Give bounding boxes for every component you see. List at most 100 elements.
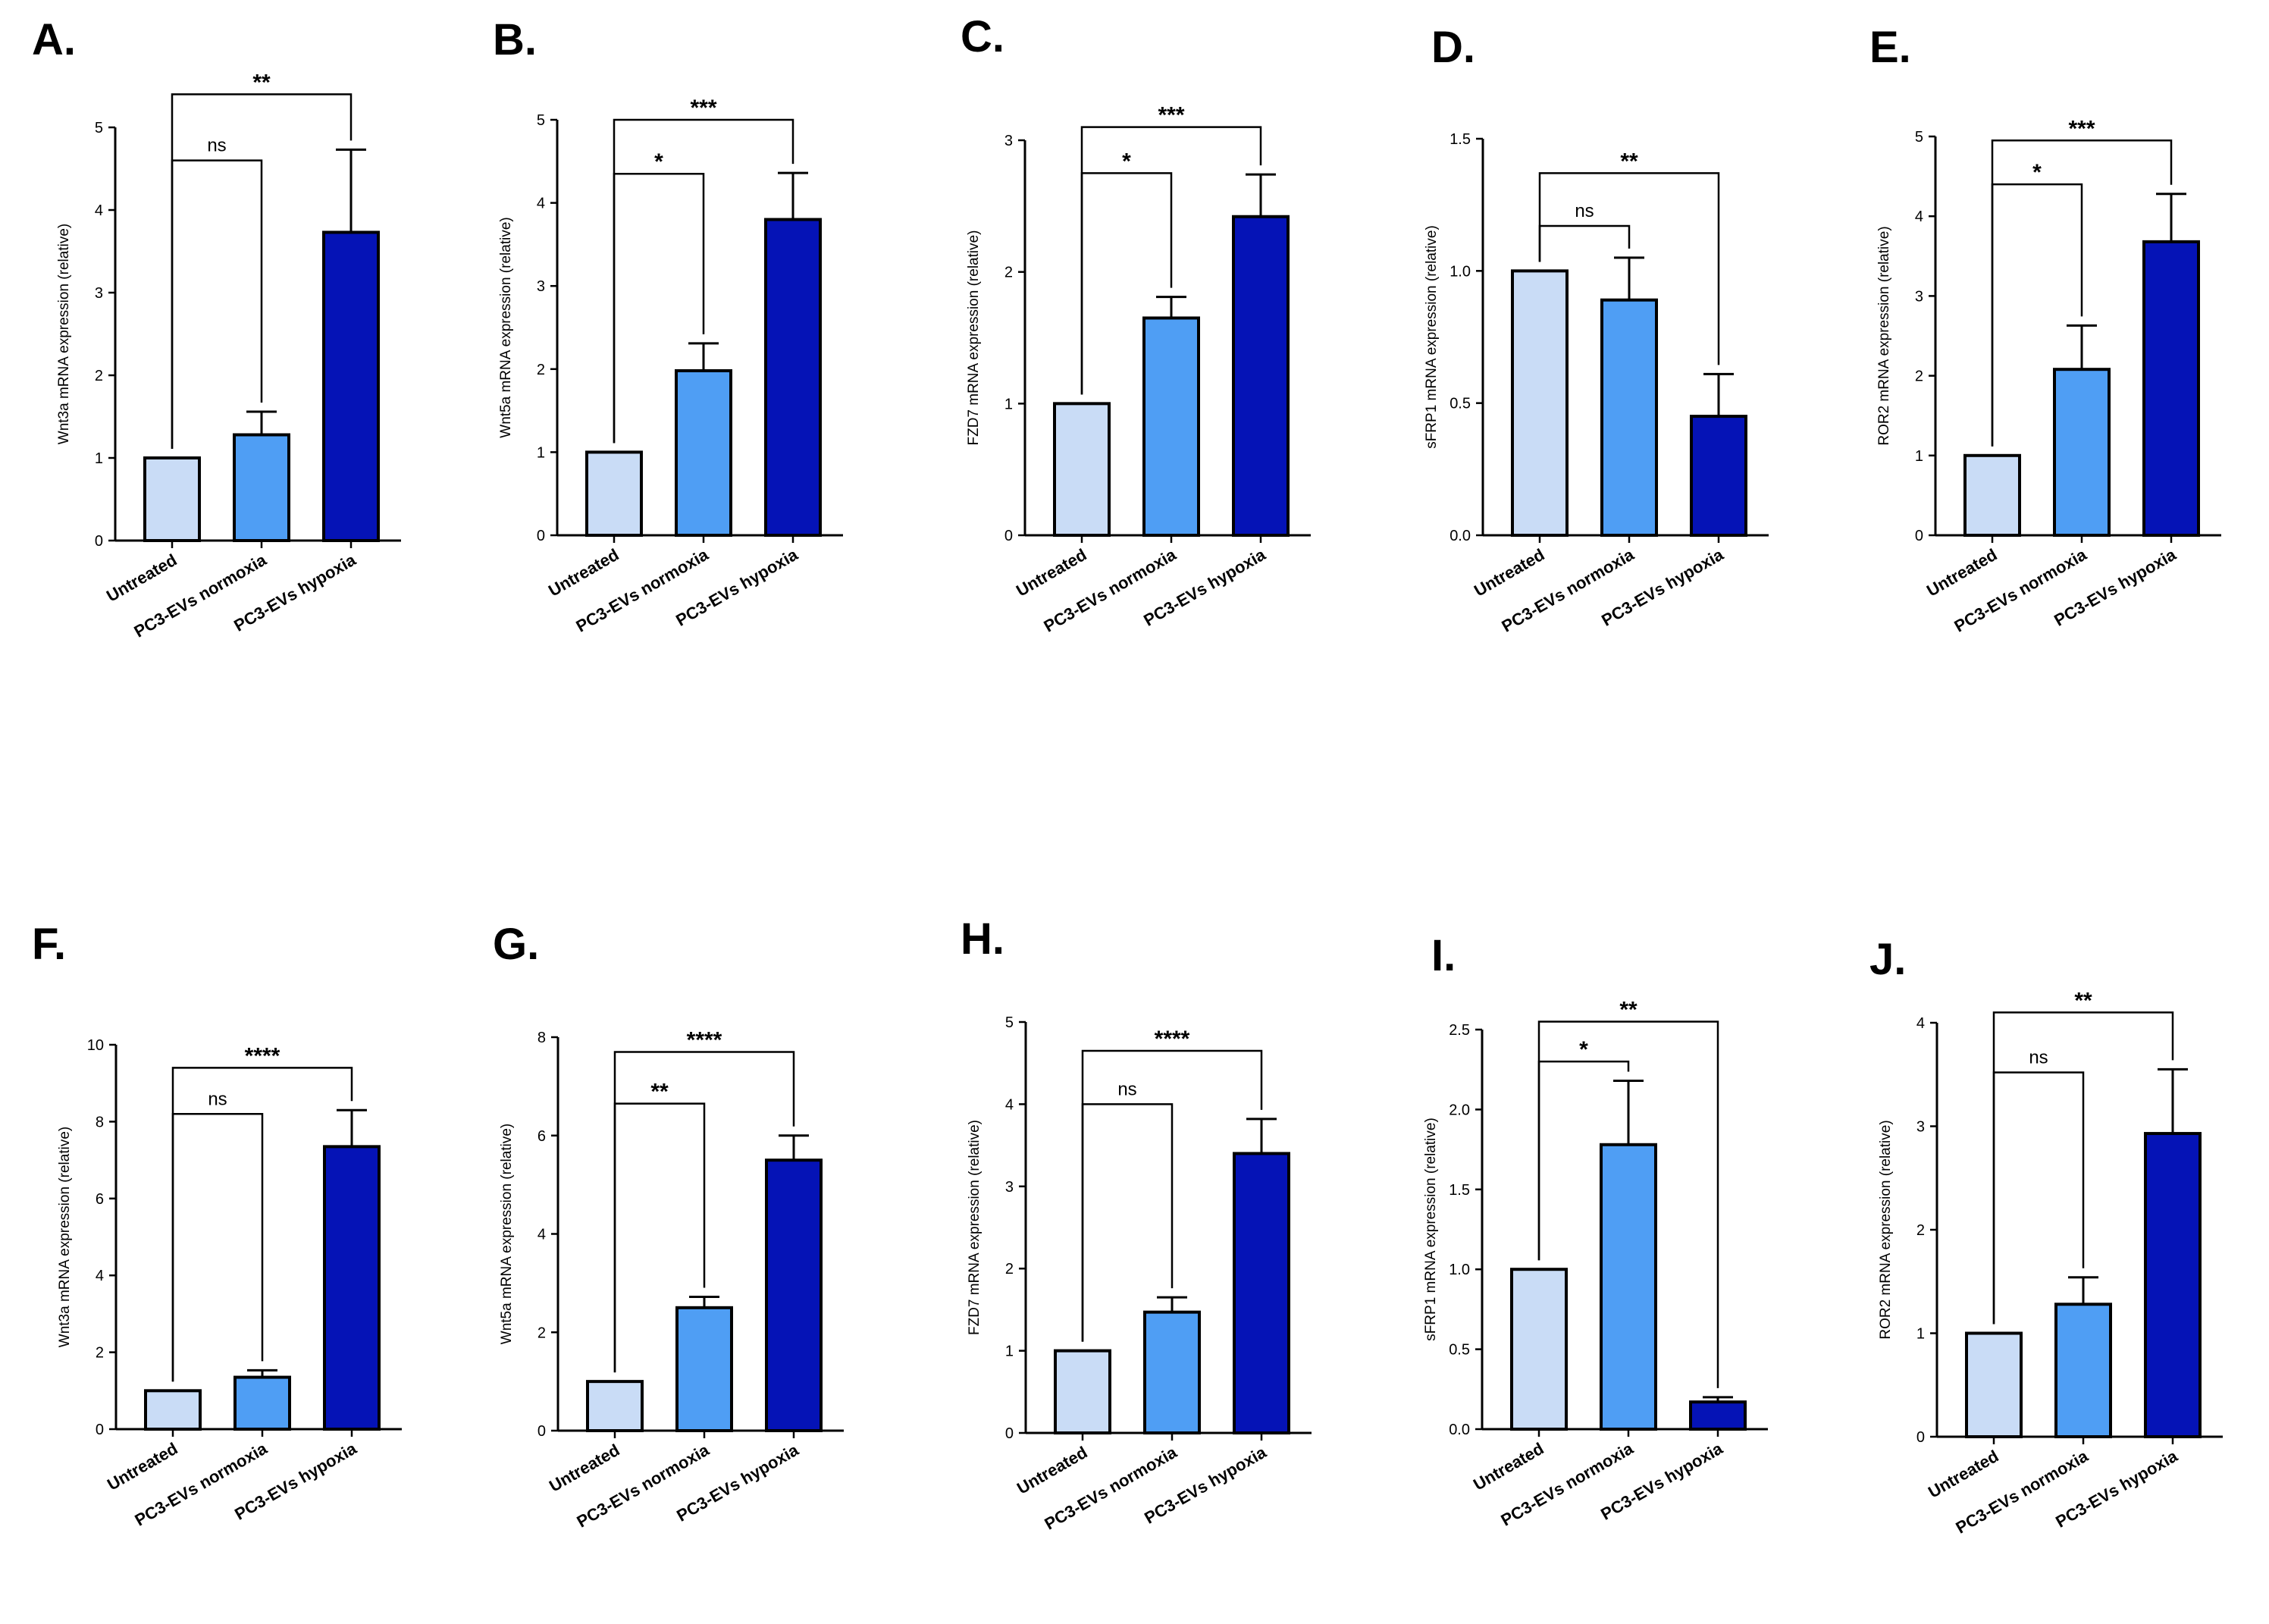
y-tick-label: 1 [95, 450, 103, 467]
y-tick-label: 0 [96, 1422, 104, 1438]
y-tick-label: 10 [87, 1037, 104, 1054]
y-tick-label: 4 [1915, 208, 1923, 225]
x-tick-label: Untreated [104, 1439, 180, 1494]
x-tick-label: Untreated [1471, 545, 1547, 600]
y-axis-title: ROR2 mRNA expression (relative) [1876, 226, 1892, 445]
panel-letter: I. [1431, 931, 1456, 980]
y-tick-label: 5 [95, 120, 103, 136]
significance-label: **** [687, 1027, 722, 1052]
significance-label: ns [1575, 201, 1594, 221]
bar-untreated [143, 456, 201, 542]
panel-letter: B. [493, 15, 537, 64]
y-tick-label: 0.5 [1449, 1342, 1470, 1359]
y-tick-label: 8 [537, 1030, 546, 1046]
significance-label: * [654, 149, 663, 174]
significance-label: ** [1619, 997, 1638, 1022]
y-tick-label: 6 [537, 1128, 546, 1145]
bar-pc3-evs-hypoxia [764, 218, 822, 537]
y-tick-label: 0 [95, 533, 103, 550]
y-tick-label: 1 [1004, 396, 1013, 412]
bar-untreated [1511, 269, 1569, 537]
bar-pc3-evs-hypoxia [322, 230, 380, 542]
y-tick-label: 4 [537, 1227, 546, 1243]
bar-pc3-evs-hypoxia [2144, 1132, 2202, 1439]
chart-panel-e: E. 0 1 2 3 4 5 ROR2 mRNA expression (relative) U… [1869, 23, 2221, 636]
bar-untreated [1510, 1268, 1568, 1431]
y-tick-label: 1.0 [1449, 263, 1471, 280]
y-tick-label: 2 [1005, 1261, 1014, 1278]
x-tick-label: Untreated [1925, 1447, 2001, 1502]
significance-label: * [2032, 160, 2042, 185]
significance-label: **** [245, 1043, 280, 1068]
y-tick-label: 4 [95, 202, 103, 219]
y-tick-label: 0 [1915, 528, 1923, 544]
panel-letter: H. [961, 914, 1004, 964]
y-tick-label: 6 [96, 1191, 104, 1208]
y-tick-label: 2 [1004, 265, 1013, 281]
y-tick-label: 2 [1915, 368, 1923, 385]
significance-label: *** [1158, 103, 1184, 128]
significance-label: ** [650, 1080, 669, 1105]
y-tick-label: 4 [537, 196, 545, 212]
panel-letter: D. [1431, 23, 1475, 72]
significance-label: ns [1117, 1079, 1136, 1099]
significance-label: ns [208, 1089, 227, 1109]
bar-untreated [1965, 1331, 2023, 1438]
significance-bracket [1538, 172, 1720, 365]
bar-pc3-evs-hypoxia [1233, 1152, 1290, 1434]
panel-letter: A. [32, 15, 76, 64]
y-tick-label: 2 [537, 1325, 546, 1341]
significance-bracket [1080, 126, 1262, 395]
bar-pc3-evs-hypoxia [323, 1145, 381, 1431]
y-tick-label: 2 [96, 1345, 104, 1362]
y-tick-label: 2 [95, 368, 103, 384]
y-tick-label: 3 [95, 285, 103, 302]
significance-label: ns [2029, 1048, 2048, 1068]
bar-pc3-evs-normoxia [675, 1306, 733, 1432]
bar-pc3-evs-normoxia [675, 368, 732, 537]
y-axis-title: ROR2 mRNA expression (relative) [1878, 1120, 1894, 1339]
bar-pc3-evs-hypoxia [1690, 415, 1747, 537]
bar-untreated [1053, 402, 1111, 537]
y-tick-label: 3 [1005, 1179, 1014, 1196]
panel-letter: F. [32, 920, 66, 969]
y-axis-title: Wnt5a mRNA expression (relative) [498, 217, 514, 437]
chart-panel-h: H. 0 1 2 3 4 5 FZD7 mRNA expression (relative) U… [961, 914, 1312, 1534]
y-tick-label: 3 [1004, 133, 1013, 149]
y-tick-label: 0.5 [1449, 396, 1471, 412]
y-tick-label: 4 [1005, 1096, 1014, 1113]
significance-bracket [1992, 1011, 2174, 1325]
significance-bracket [613, 1051, 795, 1373]
y-tick-label: 0 [537, 528, 545, 544]
y-tick-label: 2 [1916, 1222, 1925, 1239]
y-tick-label: 8 [96, 1114, 104, 1130]
x-tick-label: Untreated [1470, 1439, 1547, 1494]
y-tick-label: 5 [1005, 1014, 1014, 1031]
bar-pc3-evs-hypoxia [2142, 240, 2200, 537]
significance-bracket [1991, 140, 2173, 447]
y-tick-label: 0 [1004, 528, 1013, 544]
bar-untreated [585, 450, 643, 538]
y-axis-title: FZD7 mRNA expression (relative) [967, 1120, 983, 1335]
y-tick-label: 1 [1005, 1343, 1014, 1360]
panel-letter: C. [961, 12, 1004, 61]
significance-bracket [1537, 1020, 1719, 1388]
y-tick-label: 3 [1916, 1119, 1925, 1136]
y-tick-label: 0 [1916, 1429, 1925, 1446]
bar-pc3-evs-normoxia [2054, 1303, 2112, 1439]
y-tick-label: 1.5 [1449, 131, 1471, 148]
y-tick-label: 5 [1915, 129, 1923, 146]
bar-pc3-evs-normoxia [1600, 1143, 1657, 1431]
y-tick-label: 0 [537, 1423, 546, 1440]
bar-untreated [144, 1389, 202, 1431]
bar-pc3-evs-normoxia [233, 433, 290, 542]
y-tick-label: 2.0 [1449, 1102, 1470, 1118]
panel-letter: E. [1869, 23, 1911, 72]
significance-label: * [1122, 149, 1131, 174]
y-tick-label: 0 [1005, 1425, 1014, 1442]
chart-panel-c: C. 0 1 2 3 FZD7 mRNA expression (relative) Unt… [961, 12, 1311, 636]
y-tick-label: 0.0 [1449, 528, 1471, 544]
chart-panel-a: A. 0 1 2 3 4 5 Wnt3a mRNA expression (relative)… [32, 15, 401, 641]
significance-label: **** [1155, 1027, 1190, 1052]
